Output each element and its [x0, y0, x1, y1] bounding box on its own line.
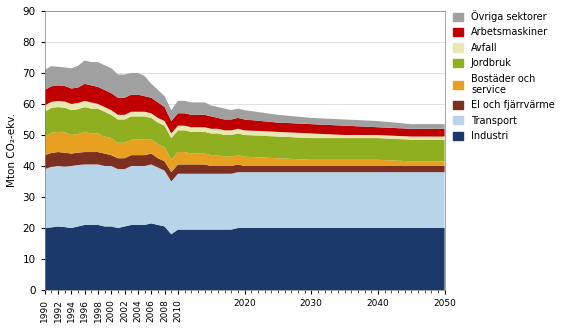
Legend: Övriga sektorer, Arbetsmaskiner, Avfall, Jordbruk, Bostäder och
service, El och : Övriga sektorer, Arbetsmaskiner, Avfall,… [454, 10, 555, 141]
Y-axis label: Mton CO₂-ekv.: Mton CO₂-ekv. [7, 114, 17, 188]
